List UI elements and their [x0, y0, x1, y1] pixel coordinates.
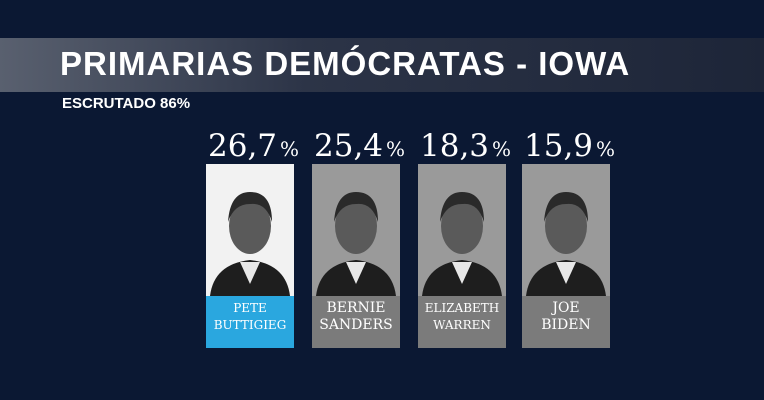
- vote-value: 26,7: [208, 128, 278, 164]
- face: [545, 198, 587, 254]
- name-line: ELIZABETH: [424, 301, 500, 315]
- name-line: JOE: [552, 300, 580, 316]
- hair: [440, 192, 484, 222]
- candidate-photo: [418, 164, 506, 296]
- face: [229, 198, 271, 254]
- name-line: BUTTIGIEG: [213, 318, 287, 332]
- candidate-photo: [206, 164, 294, 296]
- collar: [452, 262, 472, 284]
- name-line: BIDEN: [541, 317, 591, 333]
- name-line: BERNIE: [326, 300, 386, 316]
- vote-unit: %: [386, 137, 406, 161]
- collar: [556, 262, 576, 284]
- vote-share: 25,4%: [314, 128, 405, 164]
- candidate-name: BERNIE SANDERS: [312, 300, 400, 334]
- collar: [346, 262, 366, 284]
- candidate-name: PETE BUTTIGIEG: [206, 300, 294, 334]
- hair: [334, 192, 378, 222]
- vote-unit: %: [280, 137, 300, 161]
- name-line: SANDERS: [319, 317, 393, 333]
- candidate-photo: [522, 164, 610, 296]
- face: [335, 198, 377, 254]
- vote-share: 18,3%: [420, 128, 511, 164]
- vote-unit: %: [492, 137, 512, 161]
- vote-value: 25,4: [314, 128, 384, 164]
- candidate-card: JOE BIDEN: [522, 164, 610, 348]
- candidate-card: ELIZABETH WARREN: [418, 164, 506, 348]
- candidate-card: PETE BUTTIGIEG: [206, 164, 294, 348]
- vote-value: 15,9: [524, 128, 594, 164]
- collar: [240, 262, 260, 284]
- title: PRIMARIAS DEMÓCRATAS - IOWA: [60, 45, 631, 82]
- hair: [544, 192, 588, 222]
- candidate-name: JOE BIDEN: [522, 300, 610, 334]
- candidate-card: BERNIE SANDERS: [312, 164, 400, 348]
- name-line: PETE: [233, 301, 267, 315]
- face: [441, 198, 483, 254]
- candidate-photo: [312, 164, 400, 296]
- subtitle: ESCRUTADO 86%: [62, 95, 191, 112]
- title-banner: [0, 38, 764, 92]
- vote-share: 26,7%: [208, 128, 299, 164]
- vote-unit: %: [596, 137, 616, 161]
- vote-value: 18,3: [420, 128, 490, 164]
- name-line: WARREN: [433, 318, 491, 332]
- hair: [228, 192, 272, 222]
- vote-share: 15,9%: [524, 128, 615, 164]
- candidate-name: ELIZABETH WARREN: [418, 300, 506, 334]
